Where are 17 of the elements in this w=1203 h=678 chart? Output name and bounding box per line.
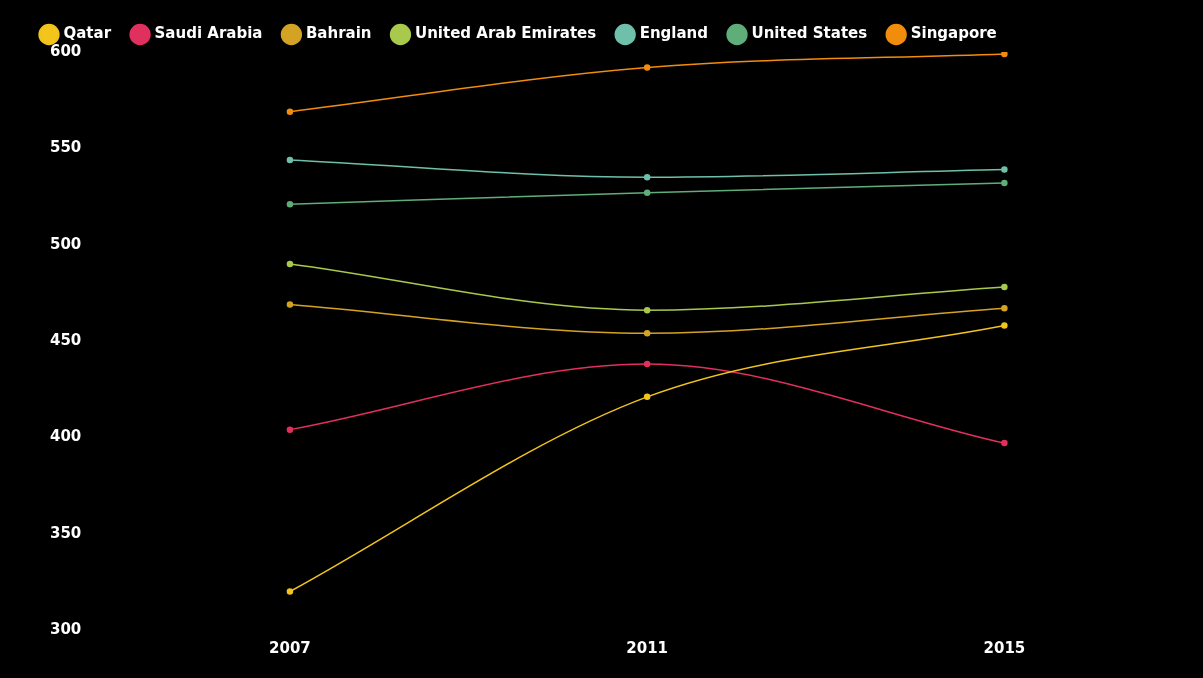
legend-label: Singapore: [910, 24, 997, 43]
y-tick-label: 550: [50, 138, 82, 157]
legend-label: United States: [751, 24, 868, 43]
legend-label: Bahrain: [305, 24, 372, 43]
y-tick-label: 450: [50, 330, 82, 349]
x-tick-label: 2011: [626, 638, 669, 657]
legend-label: England: [639, 24, 709, 43]
y-tick-label: 350: [50, 523, 82, 542]
legend-label: Qatar: [63, 24, 112, 43]
x-tick-label: 2007: [269, 638, 311, 657]
y-tick-label: 300: [50, 619, 82, 638]
y-tick-label: 500: [50, 234, 82, 253]
x-tick-label: 2015: [983, 638, 1026, 657]
legend-label: United Arab Emirates: [414, 24, 597, 43]
legend-label: Saudi Arabia: [154, 24, 263, 43]
y-tick-label: 600: [50, 41, 82, 60]
y-tick-label: 400: [50, 427, 82, 446]
